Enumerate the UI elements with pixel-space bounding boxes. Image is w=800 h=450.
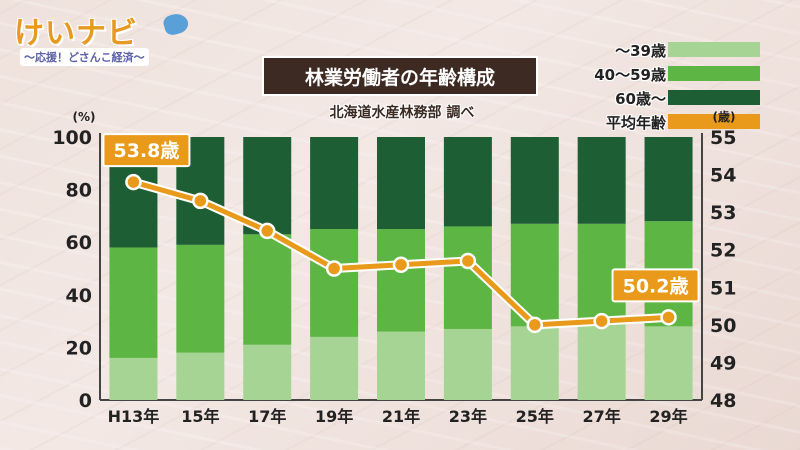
legend: 〜39歳 40〜59歳 60歳〜 平均年齢 [560,38,760,134]
bar-segment [377,331,425,400]
bar-segment [443,137,492,227]
legend-item: 40〜59歳 [560,62,760,86]
logo-text: けいナビ [14,16,138,51]
x-tick-label: 25年 [516,407,554,426]
x-tick-label: 29年 [649,407,687,426]
average-age-point [392,256,410,273]
average-age-point [526,316,544,334]
average-age-callout [102,133,191,168]
legend-item: 60歳〜 [560,86,760,110]
average-age-point [125,173,142,191]
x-tick-label: H13年 [108,407,160,426]
y-right-tick-label: 53 [710,202,736,224]
average-age-point [459,252,477,270]
bar-segment [644,137,693,222]
legend-item: 平均年齢 [560,110,760,134]
x-tick-label: 23年 [449,407,487,426]
y-right-tick-label: 50 [710,315,736,337]
bar-segment [577,137,626,224]
average-age-callout-label: 50.2歳 [623,275,689,297]
legend-label: 平均年齢 [605,114,666,132]
bar-segment [443,328,492,400]
y-right-tick-label: 51 [710,277,736,299]
bar-segment [577,323,626,400]
bar-segment [377,137,425,230]
legend-label: 〜39歳 [615,42,666,60]
y-left-unit-label: (%) [73,110,96,124]
y-right-tick-label: 54 [710,165,736,187]
y-right-tick-label: 55 [710,127,736,149]
bar-segment [176,244,225,353]
x-tick-label: 21年 [382,407,420,426]
bar-segment [310,229,359,337]
y-left-tick-label: 20 [66,337,92,359]
legend-swatch [668,90,760,105]
average-age-callout-label: 53.8歳 [113,140,179,162]
y-right-tick-label: 49 [710,352,736,374]
average-age-point [660,309,677,326]
average-age-point [325,260,343,277]
x-tick-label: 19年 [315,407,353,426]
y-left-tick-label: 40 [66,285,92,307]
y-right-tick-label: 52 [710,240,736,262]
x-tick-label: 15年 [181,407,219,426]
bar-segment [109,357,158,400]
average-age-point [258,222,276,240]
chart-title: 林業労働者の年齢構成 [264,58,536,94]
x-tick-label: 27年 [583,407,621,426]
bar-segment [243,344,292,400]
y-left-tick-label: 80 [66,180,92,202]
legend-label: 60歳〜 [615,90,666,108]
bar-segment [310,336,359,400]
bar-segment [644,326,693,400]
logo-tagline: 〜応援！どさんこ経済〜 [20,48,149,66]
y-right-unit-label: (歳) [713,109,736,124]
legend-label: 40〜59歳 [594,66,666,84]
y-left-tick-label: 60 [66,232,92,254]
legend-item: 〜39歳 [560,38,760,62]
bar-segment [510,326,559,400]
y-left-tick-label: 0 [79,390,92,412]
y-left-tick-label: 100 [52,127,92,149]
legend-swatch [668,66,760,81]
legend-swatch [668,114,760,129]
average-age-point [593,312,610,330]
average-age-callout [611,268,700,303]
bar-segment [243,137,292,235]
x-tick-label: 17年 [248,407,286,426]
bar-segment [310,137,359,230]
y-right-tick-label: 48 [710,390,736,412]
bar-segment [510,137,559,224]
average-age-point [192,192,209,210]
bar-segment [243,234,292,345]
logo: けいナビ 〜応援！どさんこ経済〜 [14,8,204,68]
legend-swatch [668,42,760,57]
bar-segment [377,229,425,332]
bar-segment [109,247,158,358]
chart-source: 北海道水産林務部 調べ [329,105,475,121]
bar-segment [176,352,225,400]
